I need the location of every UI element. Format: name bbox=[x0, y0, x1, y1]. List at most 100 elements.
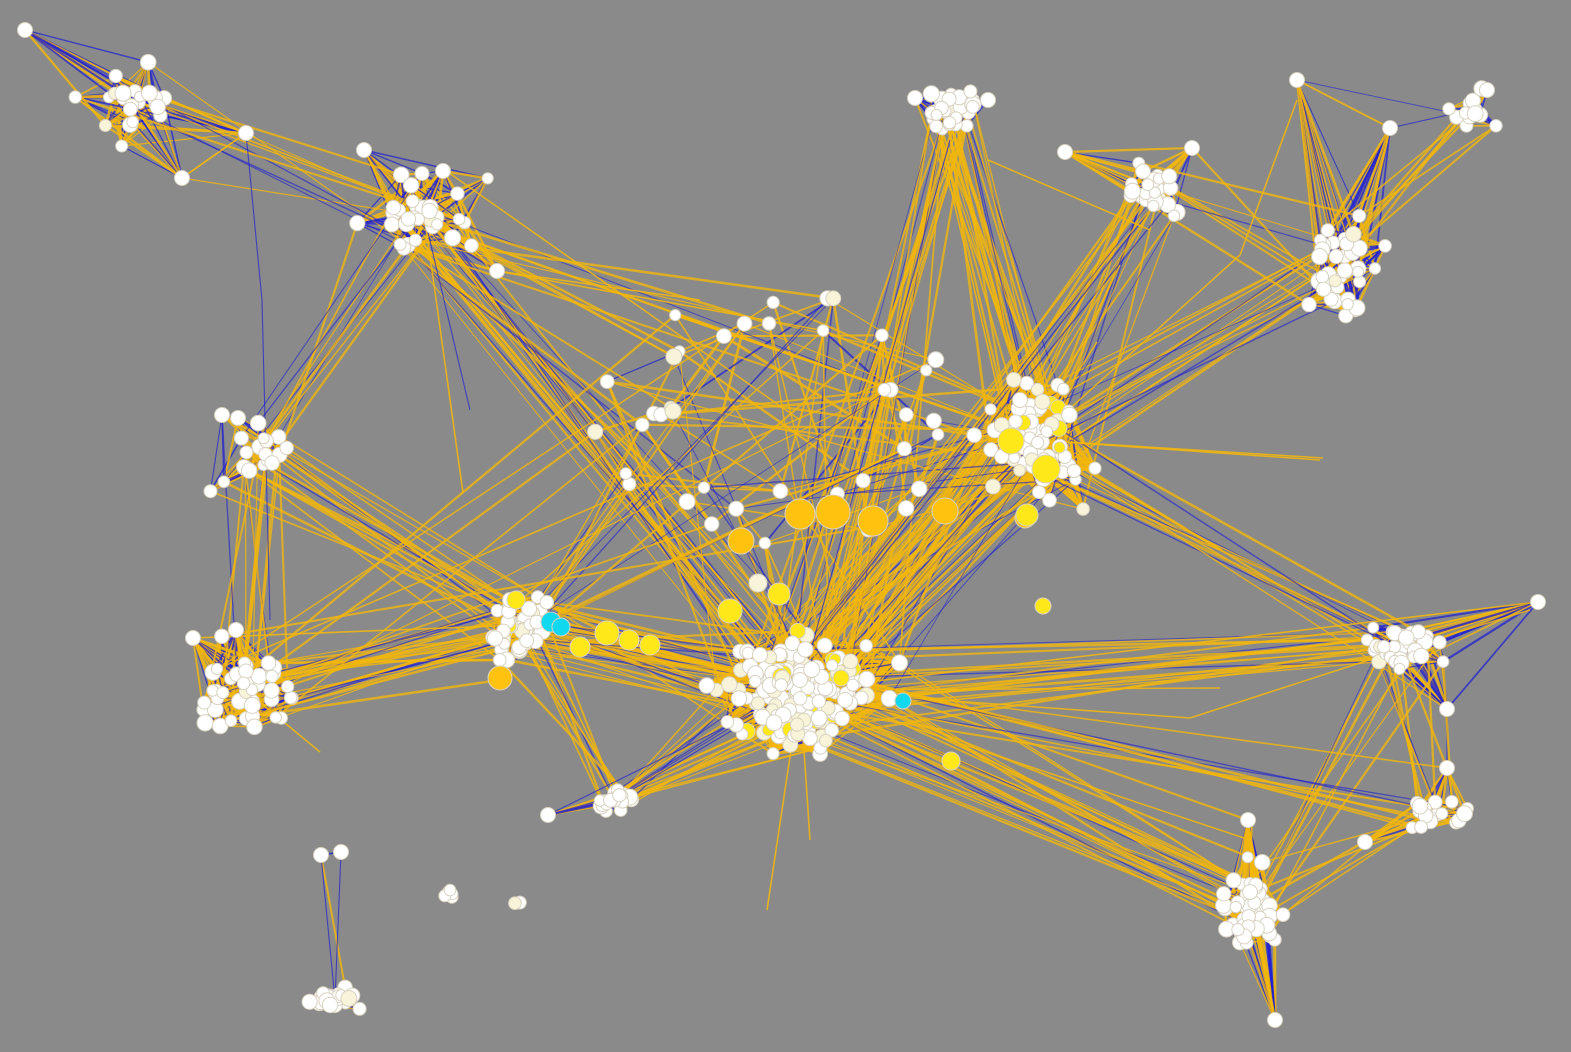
graph-node[interactable] bbox=[877, 382, 892, 397]
graph-node[interactable] bbox=[846, 678, 860, 692]
graph-node[interactable] bbox=[963, 84, 978, 99]
graph-node[interactable] bbox=[1012, 392, 1028, 408]
graph-node[interactable] bbox=[17, 22, 33, 38]
graph-node[interactable] bbox=[997, 427, 1025, 455]
graph-node[interactable] bbox=[1435, 807, 1449, 820]
graph-node[interactable] bbox=[859, 639, 874, 653]
graph-node[interactable] bbox=[1141, 178, 1155, 192]
graph-node[interactable] bbox=[464, 238, 479, 253]
graph-node[interactable] bbox=[766, 295, 780, 309]
graph-node[interactable] bbox=[1066, 463, 1082, 479]
graph-node[interactable] bbox=[1328, 248, 1344, 265]
graph-node[interactable] bbox=[228, 622, 244, 638]
graph-node[interactable] bbox=[1088, 461, 1102, 475]
graph-node[interactable] bbox=[599, 374, 615, 390]
graph-node[interactable] bbox=[1328, 274, 1342, 288]
graph-node[interactable] bbox=[197, 695, 212, 710]
graph-node[interactable] bbox=[825, 659, 839, 672]
graph-node[interactable] bbox=[1357, 834, 1373, 850]
graph-node[interactable] bbox=[196, 714, 214, 732]
graph-node[interactable] bbox=[1311, 248, 1329, 265]
graph-node[interactable] bbox=[730, 690, 748, 707]
graph-node[interactable] bbox=[748, 573, 768, 593]
graph-node[interactable] bbox=[758, 536, 772, 550]
graph-node[interactable] bbox=[837, 692, 853, 708]
graph-node[interactable] bbox=[816, 324, 830, 337]
graph-node[interactable] bbox=[1253, 854, 1271, 871]
graph-node[interactable] bbox=[149, 98, 166, 116]
graph-node[interactable] bbox=[842, 653, 859, 670]
graph-node[interactable] bbox=[894, 692, 912, 710]
graph-node[interactable] bbox=[697, 481, 711, 494]
graph-node[interactable] bbox=[1466, 105, 1484, 123]
graph-node[interactable] bbox=[824, 722, 840, 738]
graph-node[interactable] bbox=[927, 351, 945, 369]
graph-node[interactable] bbox=[486, 630, 504, 647]
graph-node[interactable] bbox=[551, 617, 571, 637]
graph-node[interactable] bbox=[383, 216, 400, 233]
graph-node[interactable] bbox=[1040, 425, 1054, 439]
graph-node[interactable] bbox=[931, 428, 945, 441]
graph-node[interactable] bbox=[1034, 597, 1052, 615]
graph-node[interactable] bbox=[1042, 492, 1057, 508]
graph-node[interactable] bbox=[819, 733, 833, 748]
graph-node[interactable] bbox=[1031, 454, 1061, 484]
graph-node[interactable] bbox=[728, 500, 745, 517]
graph-node[interactable] bbox=[910, 480, 928, 498]
graph-node[interactable] bbox=[720, 715, 735, 729]
graph-node[interactable] bbox=[214, 407, 230, 423]
graph-node[interactable] bbox=[1289, 72, 1305, 88]
graph-node[interactable] bbox=[639, 634, 661, 656]
graph-node[interactable] bbox=[1445, 795, 1459, 809]
graph-node[interactable] bbox=[349, 215, 366, 232]
graph-node[interactable] bbox=[1316, 281, 1332, 297]
graph-node[interactable] bbox=[1398, 629, 1415, 646]
graph-node[interactable] bbox=[301, 993, 318, 1010]
graph-node[interactable] bbox=[765, 714, 783, 732]
graph-node[interactable] bbox=[803, 660, 821, 678]
graph-node[interactable] bbox=[985, 478, 1001, 495]
graph-node[interactable] bbox=[98, 119, 112, 132]
graph-node[interactable] bbox=[811, 694, 827, 709]
graph-node[interactable] bbox=[1489, 119, 1503, 133]
graph-node[interactable] bbox=[283, 690, 298, 705]
graph-node[interactable] bbox=[855, 473, 871, 489]
graph-node[interactable] bbox=[217, 475, 231, 489]
graph-node[interactable] bbox=[1479, 82, 1495, 98]
graph-node[interactable] bbox=[1229, 900, 1243, 914]
graph-node[interactable] bbox=[435, 163, 451, 179]
graph-node[interactable] bbox=[965, 100, 980, 114]
graph-node[interactable] bbox=[224, 714, 238, 728]
graph-node[interactable] bbox=[1148, 186, 1161, 199]
graph-node[interactable] bbox=[402, 177, 420, 194]
graph-node[interactable] bbox=[1393, 662, 1406, 676]
graph-node[interactable] bbox=[766, 747, 780, 761]
graph-node[interactable] bbox=[1184, 140, 1200, 156]
graph-node[interactable] bbox=[1367, 621, 1380, 634]
graph-node[interactable] bbox=[444, 229, 462, 247]
graph-node[interactable] bbox=[1301, 296, 1317, 313]
graph-node[interactable] bbox=[1240, 812, 1256, 828]
graph-node[interactable] bbox=[1032, 485, 1046, 500]
graph-node[interactable] bbox=[452, 212, 466, 226]
graph-node[interactable] bbox=[594, 620, 620, 646]
graph-node[interactable] bbox=[281, 680, 295, 694]
graph-node[interactable] bbox=[1167, 209, 1181, 223]
graph-node[interactable] bbox=[1267, 1012, 1283, 1028]
graph-node[interactable] bbox=[489, 263, 505, 279]
graph-node[interactable] bbox=[1031, 436, 1045, 450]
graph-node[interactable] bbox=[239, 445, 254, 460]
graph-node[interactable] bbox=[612, 788, 627, 803]
graph-node[interactable] bbox=[1216, 886, 1232, 902]
graph-node[interactable] bbox=[126, 115, 139, 129]
graph-node[interactable] bbox=[736, 315, 753, 332]
graph-node[interactable] bbox=[983, 442, 999, 458]
graph-node[interactable] bbox=[249, 414, 267, 432]
graph-node[interactable] bbox=[238, 125, 254, 141]
graph-node[interactable] bbox=[265, 669, 279, 684]
graph-node[interactable] bbox=[333, 844, 349, 860]
graph-node[interactable] bbox=[1241, 851, 1254, 864]
graph-node[interactable] bbox=[263, 682, 280, 699]
graph-node[interactable] bbox=[1013, 464, 1026, 477]
